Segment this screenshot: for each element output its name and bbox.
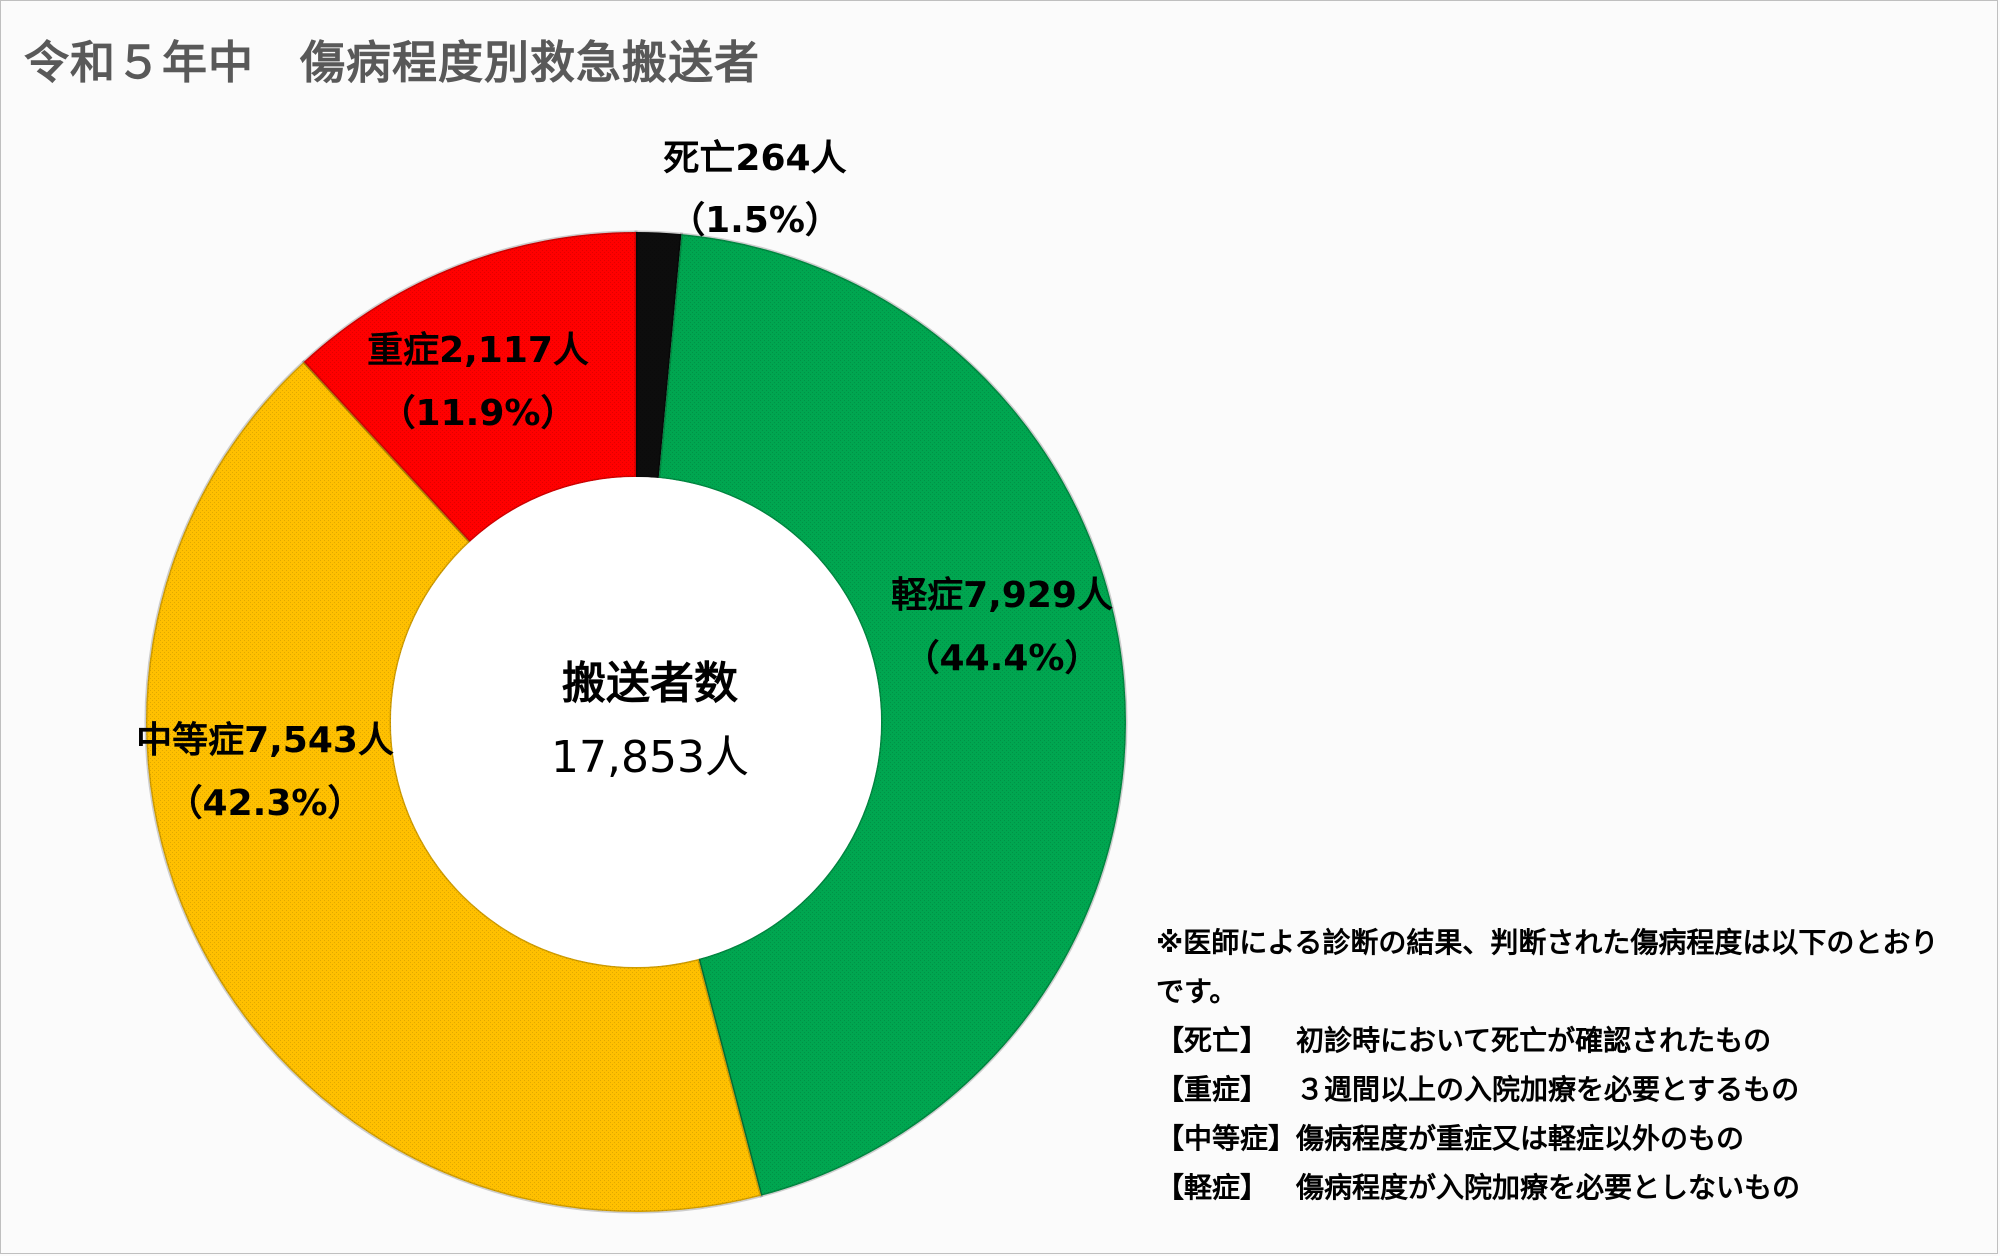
definition-desc: 傷病程度が入院加療を必要としないもの: [1296, 1171, 1801, 1204]
notes-intro: ※医師による診断の結果、判断された傷病程度は以下のとおりです。: [1156, 926, 1939, 1008]
definition-term: 【軽症】: [1156, 1171, 1269, 1204]
slice-label: 重症2,117人: [367, 330, 589, 371]
slice-label: 軽症7,929人: [891, 575, 1113, 616]
definition-term: 【死亡】: [1156, 1024, 1269, 1057]
slice-percent-label: （44.4%）: [904, 638, 1101, 679]
slice-texture: [636, 232, 682, 479]
definition-desc: ３週間以上の入院加療を必要とするもの: [1296, 1073, 1800, 1106]
definition-row: 【死亡】 初診時において死亡が確認されたもの: [1156, 1016, 1956, 1065]
donut-hole: [391, 477, 881, 967]
slice-percent-label: （11.9%）: [380, 393, 577, 434]
definition-desc: 初診時において死亡が確認されたもの: [1296, 1024, 1772, 1057]
definition-term: 【中等症】: [1156, 1122, 1297, 1155]
chart-title: 令和５年中 傷病程度別救急搬送者: [24, 36, 761, 89]
definition-row: 【軽症】 傷病程度が入院加療を必要としないもの: [1156, 1163, 1956, 1212]
slice-percent-label: （42.3%）: [167, 783, 364, 824]
definition-notes: ※医師による診断の結果、判断された傷病程度は以下のとおりです。 【死亡】 初診時…: [1156, 918, 1956, 1212]
definition-row: 【中等症】 傷病程度が重症又は軽症以外のもの: [1156, 1114, 1956, 1163]
definition-desc: 傷病程度が重症又は軽症以外のもの: [1296, 1122, 1745, 1155]
slice-texture: [658, 234, 1126, 1196]
center-label: 搬送者数: [562, 658, 738, 709]
slice-label: 死亡264人: [663, 138, 846, 179]
center-value: 17,853人: [551, 732, 749, 783]
slice-texture: [303, 232, 636, 542]
definition-term: 【重症】: [1156, 1073, 1269, 1106]
slice-percent-label: （1.5%）: [669, 200, 841, 241]
slice-label: 中等症7,543人: [136, 720, 394, 761]
slice-texture: [146, 361, 762, 1212]
definition-row: 【重症】 ３週間以上の入院加療を必要とするもの: [1156, 1065, 1956, 1114]
